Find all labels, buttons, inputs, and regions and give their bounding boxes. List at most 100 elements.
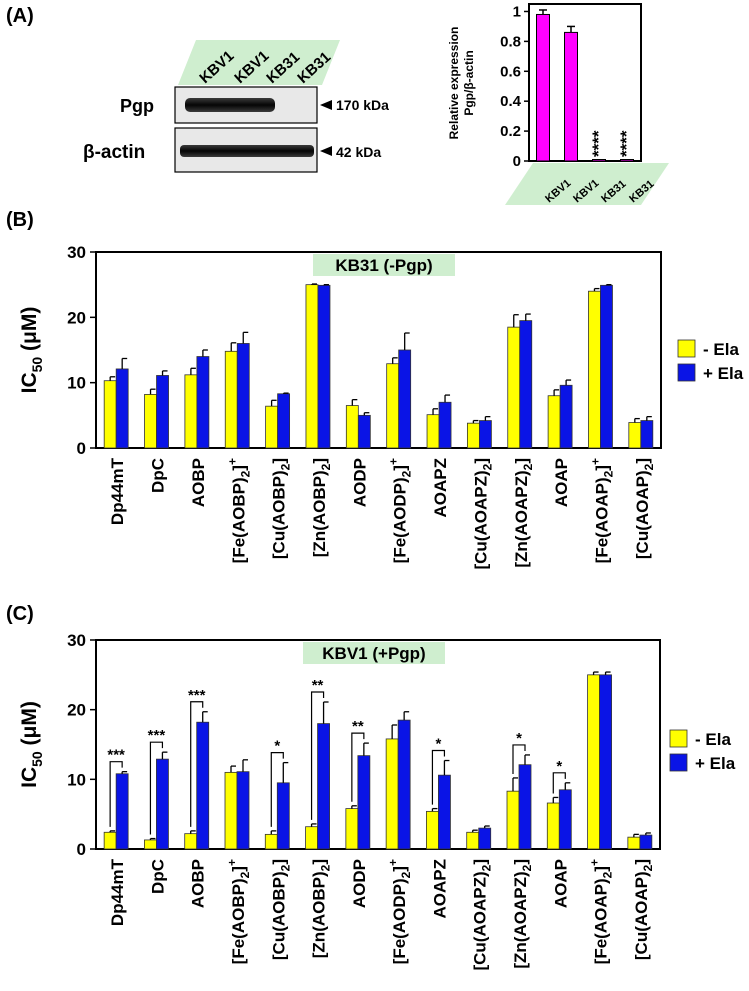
significance-label: * <box>516 730 522 747</box>
y-tick-label: 20 <box>67 308 86 327</box>
plot-frame <box>528 3 642 162</box>
legend-label: + Ela <box>703 364 744 383</box>
legend-swatch-minus-ela <box>669 729 688 748</box>
x-tick-label-part: ] <box>270 458 289 464</box>
significance-label: **** <box>589 130 608 157</box>
y-axis-label-line: Pgp/β-actin <box>462 50 476 115</box>
bar <box>564 31 578 162</box>
bar-minus-ela <box>224 350 238 449</box>
x-tick-label-part: AOBP <box>189 458 208 507</box>
bar-plus-ela <box>559 384 573 449</box>
bar-minus-ela <box>345 808 359 850</box>
significance-label: ** <box>312 677 324 694</box>
x-tick-label: AODP <box>350 458 369 507</box>
legend-swatch-plus-ela <box>669 753 688 772</box>
x-tick-label-part: ] <box>592 465 611 471</box>
x-tick-label-part: ] <box>471 859 490 865</box>
bar-plus-ela <box>558 789 572 850</box>
bar-plus-ela <box>398 349 412 449</box>
x-tick-label: AOAP <box>551 859 570 908</box>
legend-swatch-plus-ela <box>677 363 696 382</box>
x-tick-label: [Fe(AOBP)2]+ <box>225 859 252 964</box>
x-tick-label-sub: 2 <box>399 871 413 878</box>
x-tick-label-part: ] <box>391 465 410 471</box>
x-tick-label-part: ] <box>632 859 651 865</box>
marker-arrow-icon <box>320 100 332 110</box>
x-tick-label-sub: 2 <box>601 871 615 878</box>
y-tick-label: 30 <box>67 631 86 650</box>
y-axis-label-part: (μM) <box>18 701 41 751</box>
x-tick-label: [Fe(AOAP)2]+ <box>588 859 615 964</box>
bar-minus-ela <box>426 810 439 850</box>
y-tick-label: 0.4 <box>500 93 522 110</box>
significance-label: * <box>274 738 280 755</box>
significance-bracket <box>270 752 284 827</box>
x-tick-label-part: [Fe(AODP) <box>390 878 409 964</box>
x-tick-label-part: AOAP <box>552 458 571 507</box>
x-tick-label: AOAPZ <box>430 859 449 919</box>
bar-plus-ela <box>236 771 250 850</box>
significance-label: *** <box>107 747 125 764</box>
x-tick-label-part: DpC <box>148 859 167 894</box>
x-tick-label: [Fe(AOAP)2]+ <box>588 458 615 563</box>
y-tick-label: 10 <box>67 374 86 393</box>
x-tick-label-sub: 2 <box>400 470 414 477</box>
bar-plus-ela <box>518 764 532 850</box>
bar-plus-ela <box>236 343 250 449</box>
bar-plus-ela <box>478 420 492 449</box>
bar-minus-ela <box>627 836 641 850</box>
y-axis-label-part: (μM) <box>18 307 41 357</box>
bar-minus-ela <box>426 414 440 449</box>
title-band <box>313 254 455 276</box>
bar-minus-ela <box>507 326 521 449</box>
bar-plus-ela <box>277 393 291 449</box>
significance-label: **** <box>617 130 636 157</box>
bar-plus-ela <box>600 284 613 449</box>
bar <box>592 159 606 162</box>
x-tick-label-sub: 2 <box>520 864 534 871</box>
bar-minus-ela <box>588 290 601 449</box>
significance-label: * <box>556 758 562 775</box>
legend-label: - Ela <box>703 340 739 359</box>
plot-frame <box>95 639 661 850</box>
bar-minus-ela <box>506 790 520 850</box>
bar-plus-ela <box>519 320 533 449</box>
y-tick-label: 0.6 <box>500 63 521 80</box>
y-axis-label-part: IC <box>18 372 41 393</box>
x-tick-label-sub: 2 <box>521 463 535 470</box>
marker-arrow-icon <box>320 146 332 156</box>
x-tick-label-part: [Zn(AOAPZ) <box>512 470 531 567</box>
x-tick-label-part: ] <box>511 859 530 865</box>
bar-minus-ela <box>184 833 198 850</box>
bar-plus-ela <box>115 773 129 850</box>
bar-minus-ela <box>628 422 642 449</box>
x-tick-label-part: ] <box>471 458 490 464</box>
lane-label-band <box>178 40 340 85</box>
x-tick-label-part: ] <box>390 866 409 872</box>
x-tick-label-sub: 2 <box>601 470 615 477</box>
bar-minus-ela <box>103 831 117 850</box>
bar-plus-ela <box>196 721 210 850</box>
x-tick-label-part: [Zn(AOBP) <box>310 470 329 557</box>
x-tick-label-part: [Cu(AOAPZ) <box>471 871 490 970</box>
significance-bracket <box>351 732 365 802</box>
bar-plus-ela <box>357 414 371 449</box>
panel-b: (B) <box>6 209 34 231</box>
x-tick-label-sup: + <box>588 859 602 866</box>
x-tick-label: [Cu(AOAPZ)2] <box>471 458 494 570</box>
x-tick-label-sub: 2 <box>642 463 656 470</box>
x-tick-label-part: AOAPZ <box>431 458 450 518</box>
bar <box>536 13 550 162</box>
x-tick-label: DpC <box>148 859 167 894</box>
x-tick-label: AOBP <box>189 859 208 908</box>
significance-bracket <box>190 701 204 827</box>
x-tick-label-part: AODP <box>350 859 369 908</box>
bar-minus-ela <box>345 405 359 449</box>
significance-bracket <box>512 744 526 774</box>
y-axis-label-line: Relative expression <box>447 27 461 140</box>
x-tick-label-sub: 2 <box>480 864 494 871</box>
significance-bracket <box>149 741 164 835</box>
x-tick-label-sub: 2 <box>278 864 292 871</box>
x-tick-label-part: [Cu(AOAPZ) <box>471 470 490 569</box>
legend-swatch-minus-ela <box>677 339 696 358</box>
